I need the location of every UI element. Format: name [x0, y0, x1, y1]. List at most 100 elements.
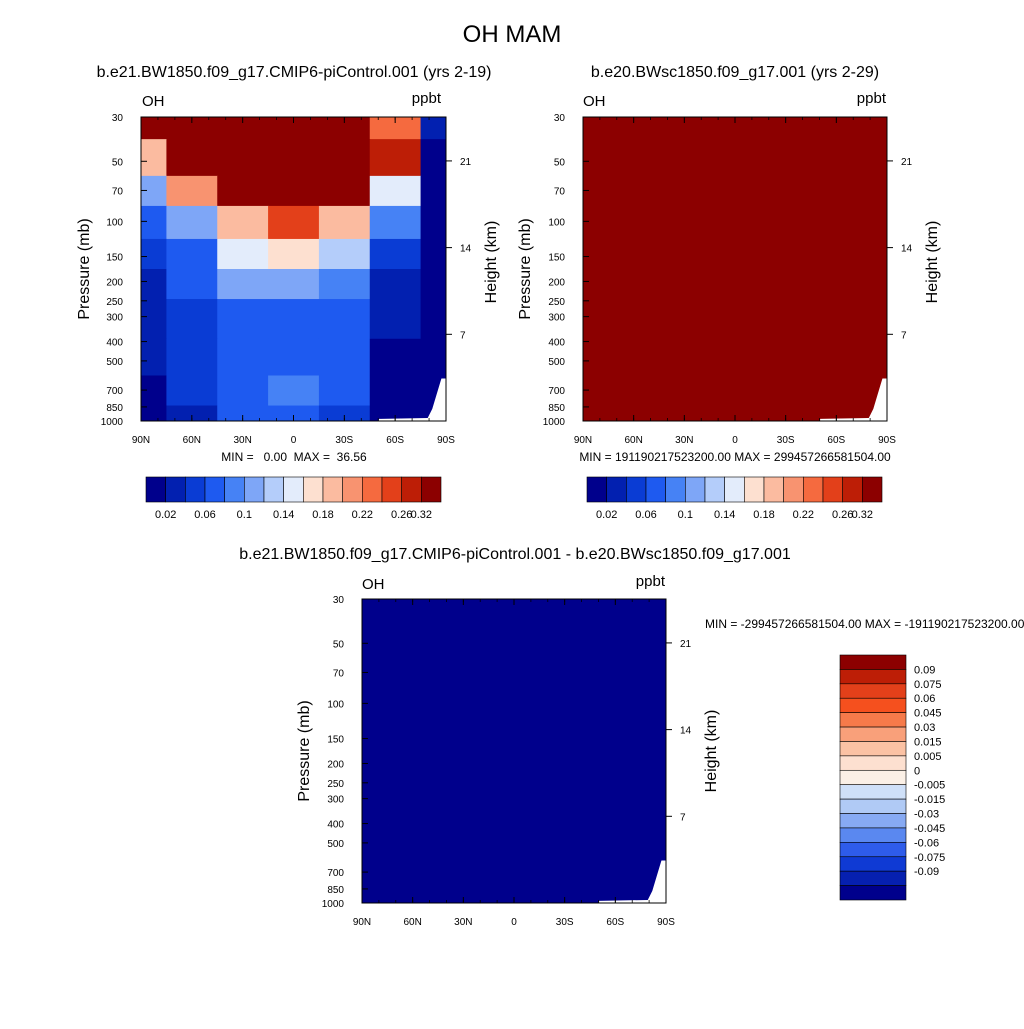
heatmap-cell	[141, 375, 167, 407]
colorbar-swatch	[842, 476, 863, 503]
heatmap-cell	[369, 139, 422, 177]
panel-bwsc-colorbar: 0.02 0.06 0.1 0.14 0.18 0.22 0.260.32	[586, 476, 883, 521]
colorbar-swatch	[381, 476, 402, 503]
heatmap-cell	[141, 299, 167, 340]
heatmap-cell	[268, 405, 320, 422]
colorbar-swatch	[763, 476, 784, 503]
colorbar-swatch	[839, 798, 907, 814]
panel-bwsc-ylabel-right: Height (km)	[924, 221, 941, 304]
heatmap-cell	[420, 139, 447, 177]
colorbar-swatch	[839, 856, 907, 872]
panel-bwsc-ylabel: Pressure (mb)	[517, 218, 534, 319]
y-right-tick-label: 7	[460, 330, 466, 341]
heatmap-cell	[166, 269, 218, 300]
y-tick-label: 30	[554, 113, 566, 124]
heatmap-cell	[318, 238, 371, 270]
colorbar-label: -0.015	[914, 794, 945, 806]
panel-control-units: ppbt	[412, 90, 442, 107]
colorbar-swatch	[362, 476, 383, 503]
y-tick-label: 400	[327, 820, 344, 831]
heatmap-cell	[268, 205, 320, 240]
y-right-tick-label: 21	[680, 639, 692, 650]
heatmap-cell	[166, 205, 218, 240]
x-tick-label: 60N	[183, 435, 201, 446]
colorbar-swatch	[704, 476, 725, 503]
heatmap-cell	[217, 205, 269, 240]
heatmap-cell	[217, 338, 269, 376]
heatmap-cell	[141, 338, 167, 376]
y-tick-label: 250	[106, 297, 123, 308]
heatmap-cell	[217, 405, 269, 422]
colorbar-swatch	[783, 476, 804, 503]
heatmap-cell	[166, 338, 218, 376]
y-tick-label: 400	[106, 338, 123, 349]
missing-data-region	[599, 860, 666, 903]
y-tick-label: 100	[548, 217, 565, 228]
panel-difference: b.e21.BW1850.f09_g17.CMIP6-piControl.001…	[239, 546, 1024, 928]
panel-control-title: b.e21.BW1850.f09_g17.CMIP6-piControl.001…	[97, 64, 492, 81]
colorbar-swatch	[724, 476, 745, 503]
colorbar-swatch	[145, 476, 166, 503]
y-tick-label: 100	[106, 217, 123, 228]
heatmap-cell	[369, 238, 422, 270]
colorbar-swatch	[839, 885, 907, 901]
y-tick-label: 500	[548, 357, 565, 368]
colorbar-label: 0.26	[391, 509, 412, 521]
heatmap-cell	[141, 205, 167, 240]
panel-bwsc-title: b.e20.BWsc1850.f09_g17.001 (yrs 2-29)	[591, 64, 879, 81]
y-tick-label: 50	[554, 157, 566, 168]
colorbar-swatch	[839, 726, 907, 742]
missing-data-region	[820, 378, 887, 421]
colorbar-label: 0.32	[411, 509, 432, 521]
colorbar-label: 0.1	[678, 509, 693, 521]
heatmap-cell	[217, 375, 269, 407]
colorbar-label: 0.045	[914, 708, 942, 720]
y-tick-label: 1000	[322, 899, 345, 910]
y-tick-label: 300	[548, 313, 565, 324]
x-tick-label: 30S	[556, 917, 574, 928]
colorbar-label: 0.1	[237, 509, 252, 521]
x-tick-label: 60N	[403, 917, 421, 928]
colorbar-label: 0.22	[793, 509, 814, 521]
missing-data-region	[378, 378, 446, 421]
y-tick-label: 1000	[101, 417, 124, 428]
heatmap-cell	[141, 139, 167, 177]
x-tick-label: 60S	[386, 435, 404, 446]
colorbar-swatch	[839, 813, 907, 829]
heatmap-cell	[141, 238, 167, 270]
colorbar-swatch	[263, 476, 284, 503]
colorbar-swatch	[626, 476, 647, 503]
colorbar-swatch	[839, 769, 907, 786]
x-tick-label: 90S	[657, 917, 675, 928]
x-tick-label: 90N	[353, 917, 371, 928]
colorbar-label: 0.03	[914, 722, 935, 734]
heatmap-cell	[369, 117, 422, 140]
x-tick-label: 0	[291, 435, 297, 446]
colorbar-swatch	[839, 697, 907, 713]
heatmap-fill	[362, 599, 666, 903]
panel-difference-axes: 90N 60N 30N 0 30S 60S 90S 30 50 70 100 150 200 250 300…	[322, 595, 692, 928]
colorbar-swatch	[322, 476, 343, 503]
heatmap-cell	[166, 405, 218, 422]
colorbar-swatch	[244, 476, 265, 503]
heatmap-cell	[318, 175, 371, 207]
panel-control-variable: OH	[142, 93, 165, 110]
heatmap-cell	[166, 139, 218, 177]
y-tick-label: 1000	[543, 417, 566, 428]
y-tick-label: 250	[548, 297, 565, 308]
colorbar-swatch	[303, 476, 324, 503]
colorbar-label: 0.075	[914, 679, 942, 691]
heatmap-cell	[318, 117, 371, 140]
panel-difference-ylabel-right: Height (km)	[703, 710, 720, 793]
heatmap-cell	[318, 299, 371, 340]
colorbar-label: 0.06	[914, 693, 935, 705]
y-tick-label: 700	[327, 868, 344, 879]
heatmap-cell	[217, 139, 269, 177]
panel-control-minmax: MIN = 0.00 MAX = 36.56	[221, 450, 367, 464]
x-tick-label: 0	[732, 435, 738, 446]
colorbar-swatch	[606, 476, 627, 503]
y-right-tick-label: 14	[901, 244, 913, 255]
y-tick-label: 70	[333, 668, 345, 679]
colorbar-label: 0.06	[194, 509, 215, 521]
colorbar-swatch	[839, 842, 907, 858]
